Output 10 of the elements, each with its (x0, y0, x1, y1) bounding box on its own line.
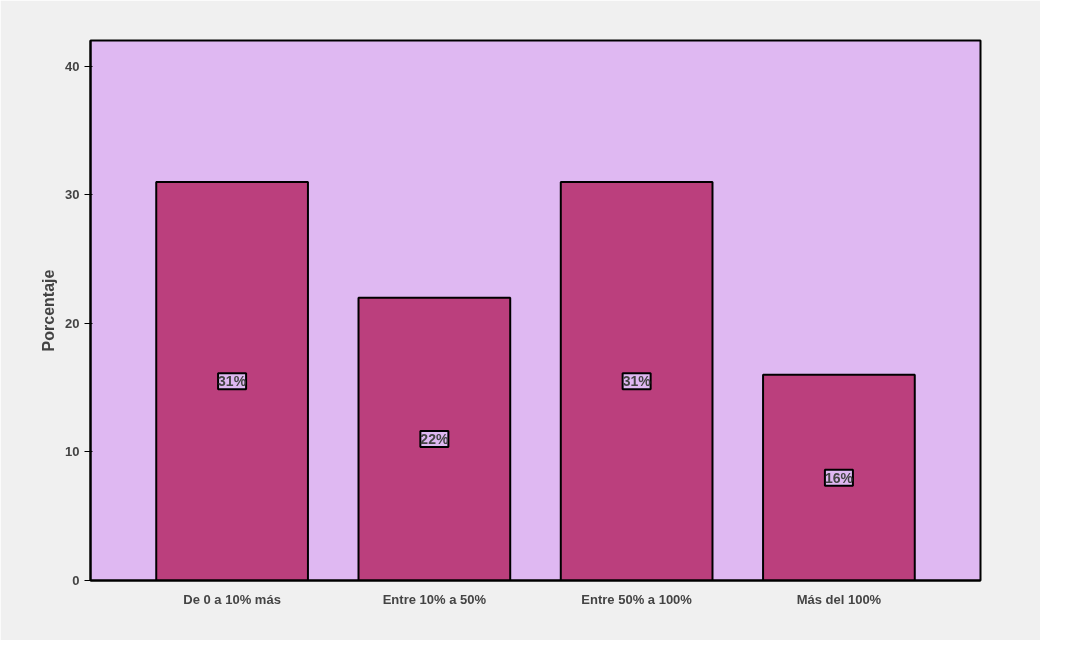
x-tick-label: Entre 10% a 50% (382, 591, 487, 607)
y-tick-label: 0 (72, 573, 80, 588)
y-tick-label: 10 (65, 444, 80, 460)
y-axis-title: Porcentaje (40, 269, 58, 352)
y-tick-label: 20 (65, 315, 80, 331)
x-tick-label: De 0 a 10% más (183, 591, 281, 607)
y-tick-label: 40 (65, 58, 80, 74)
x-tick-label: Más del 100% (796, 591, 882, 607)
y-tick-label: 30 (65, 187, 80, 203)
x-tick-label: Entre 50% a 100% (581, 591, 693, 607)
